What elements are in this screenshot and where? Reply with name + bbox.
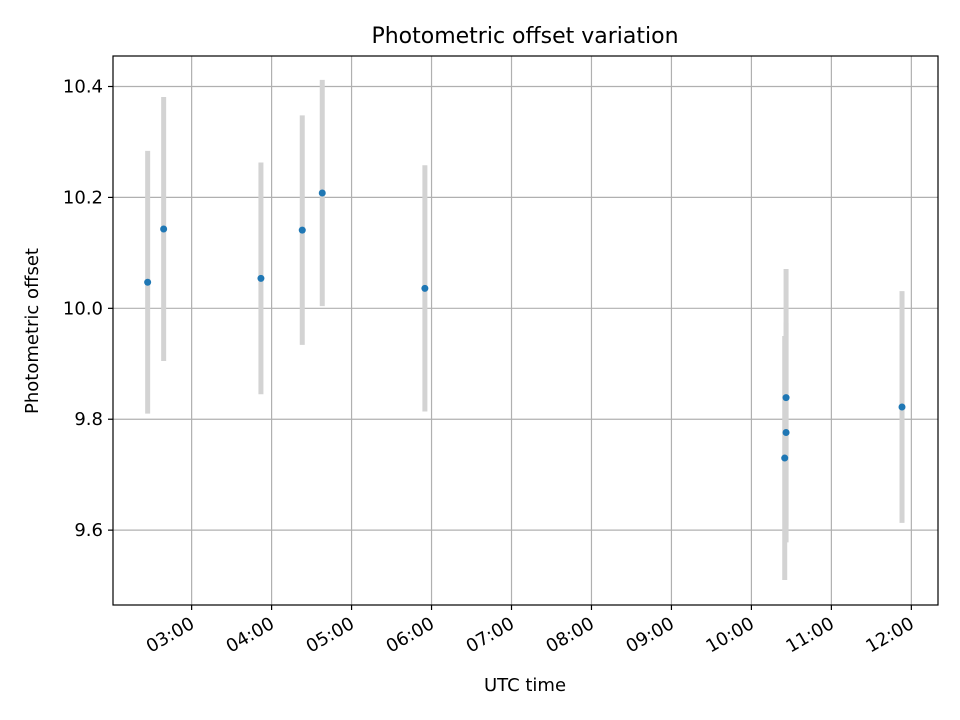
data-point [257,274,265,282]
data-point [160,225,168,233]
y-axis-label: Photometric offset [22,248,43,414]
data-point [318,189,326,197]
data-point [898,403,906,411]
data-point [782,394,790,402]
data-point [421,284,429,292]
data-points [144,189,906,462]
x-axis-label: UTC time [484,675,566,696]
grid [113,56,938,605]
data-point [298,226,306,234]
data-point [782,429,790,437]
y-tick-label: 10.0 [63,298,103,319]
y-tick-label: 10.4 [63,77,103,98]
y-tick-label: 10.2 [63,187,103,208]
y-axis-ticks: 9.6 9.8 10.0 10.2 10.4 [63,77,113,541]
plot-frame [112,55,939,606]
chart-title: Photometric offset variation [371,24,678,49]
y-tick-label: 9.8 [74,409,103,430]
data-point [781,454,789,462]
data-point [144,278,152,286]
y-tick-label: 9.6 [74,520,103,541]
